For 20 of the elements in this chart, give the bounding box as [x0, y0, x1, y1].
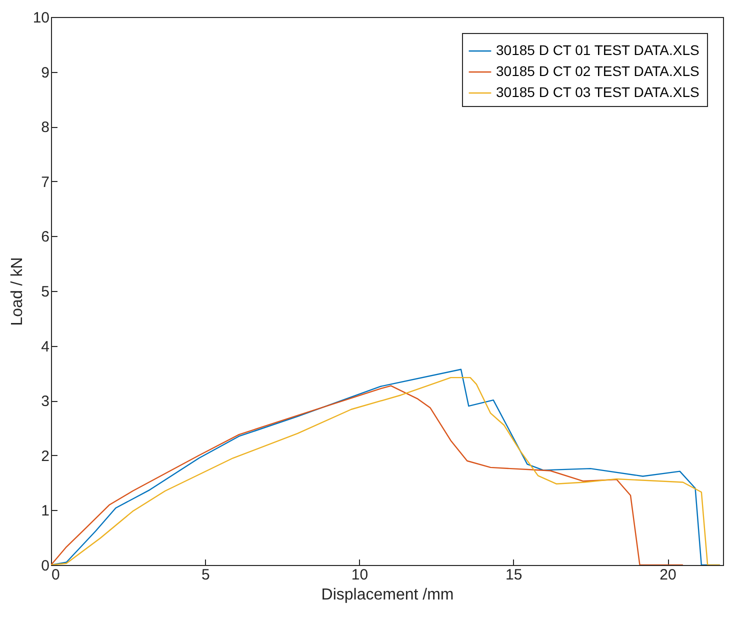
y-tick-label: 7 — [41, 174, 50, 191]
y-axis-title: Load / kN — [8, 257, 26, 326]
x-tick-label: 0 — [52, 566, 60, 584]
legend-label: 30185 D CT 03 TEST DATA.XLS — [496, 84, 700, 100]
legend-label: 30185 D CT 01 TEST DATA.XLS — [496, 42, 700, 58]
y-tick-label: 5 — [41, 284, 50, 300]
x-tick-label: 5 — [201, 566, 210, 584]
x-tick-label: 15 — [506, 566, 522, 584]
y-tick-label: 3 — [41, 393, 50, 410]
y-tick-label: 8 — [41, 119, 50, 136]
y-tick-label: 4 — [41, 338, 50, 356]
y-tick-label: 6 — [41, 228, 50, 246]
y-tick-label: 2 — [41, 448, 50, 465]
legend-label: 30185 D CT 02 TEST DATA.XLS — [496, 63, 700, 79]
y-tick-label: 10 — [32, 10, 50, 26]
y-tick-label: 9 — [41, 64, 50, 82]
x-tick-label: 10 — [351, 566, 368, 584]
y-tick-label: 1 — [41, 502, 50, 520]
x-axis-title: Displacement /mm — [321, 586, 454, 604]
x-tick-label: 20 — [660, 566, 676, 584]
